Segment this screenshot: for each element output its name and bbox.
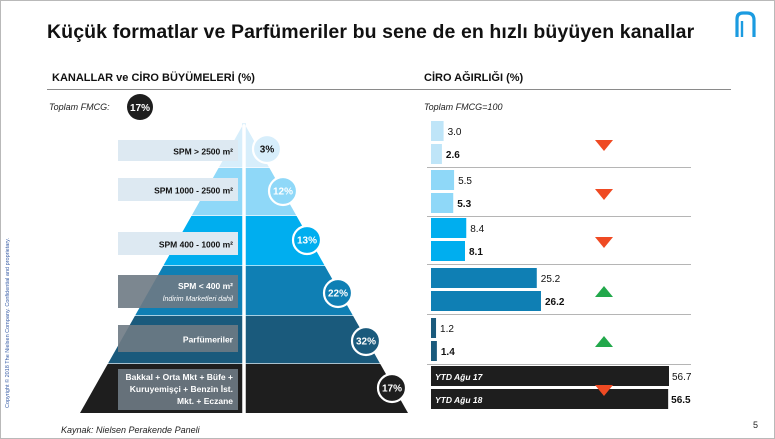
series-name-label: YTD Ağu 17 [435,372,484,382]
weight-value-label: 5.5 [458,176,472,187]
weight-bar [431,218,467,238]
weight-bar [431,144,442,164]
trend-up-icon [595,286,613,297]
weight-value-label: 8.4 [470,224,484,235]
weight-bar [431,170,455,190]
category-label: Kuruyemişçi + Benzin İst. [130,384,233,394]
category-label-box [118,232,238,255]
series-name-label: YTD Ağu 18 [435,395,483,405]
growth-label: 32% [356,337,376,348]
trend-down-icon [595,140,613,151]
growth-label: 22% [328,289,348,300]
trend-down-icon [595,237,613,248]
trend-down-icon [595,385,613,396]
weight-value-label: 8.1 [469,247,483,258]
weight-bar [431,268,537,288]
growth-circle [376,372,408,404]
nielsen-logo-icon [735,11,756,37]
category-label-box [118,369,238,410]
weight-bar [431,241,465,261]
page-number: 5 [753,420,759,430]
total-growth-badge [127,94,153,120]
growth-circle [291,224,323,256]
weight-bar [431,366,669,386]
weight-value-label: 5.3 [457,199,471,210]
growth-label: 3% [260,145,275,156]
growth-label: 13% [297,236,317,247]
total-growth-value: 17% [130,103,150,114]
growth-circle [267,175,299,207]
category-label: Mkt. + Eczane [177,396,233,406]
weight-value-label: 25.2 [541,274,561,285]
growth-circle [350,325,382,357]
category-label: Parfümeriler [183,335,234,345]
category-label: SPM 1000 - 2500 m² [154,186,233,196]
category-label-box [118,178,238,201]
left-header: KANALLAR ve CİRO BÜYÜMELERİ (%) [52,72,255,84]
weight-value-label: 1.2 [440,324,454,335]
weight-value-label: 1.4 [441,347,455,358]
pyramid-right-segment [245,316,380,364]
weight-value-label: 26.2 [545,297,565,308]
weight-bar [431,389,669,409]
pyramid-right-segment [245,266,353,316]
weight-bar [431,291,541,311]
source-note: Kaynak: Nielsen Perakende Paneli [61,425,200,435]
right-header: CİRO AĞIRLIĞI (%) [424,72,524,84]
weight-bar [431,318,437,338]
growth-label: 12% [273,187,293,198]
growth-circle [322,277,354,309]
slide-title: Küçük formatlar ve Parfümeriler bu sene … [47,21,695,43]
category-label-box [118,275,238,308]
header-divider [47,89,731,90]
total-weight-label: Toplam FMCG=100 [424,102,503,112]
category-label: SPM > 2500 m² [173,147,233,157]
category-label-box [118,140,238,161]
weight-value-label: 3.0 [448,127,462,138]
category-sublabel: İndirim Marketleri dahil [163,295,234,303]
weight-value-label: 56.7 [672,372,692,383]
weight-bar [431,341,437,361]
trend-up-icon [595,336,613,347]
category-label: SPM < 400 m² [178,281,233,291]
category-label-box [118,325,238,352]
category-label: SPM 400 - 1000 m² [159,240,233,250]
weight-bar [431,193,454,213]
weight-value-label: 56.5 [671,395,691,406]
total-label: Toplam FMCG: [49,102,110,112]
growth-label: 17% [382,384,402,395]
growth-circle [251,133,283,165]
weight-bar [431,121,444,141]
category-label: Bakkal + Orta Mkt + Büfe + [126,372,234,382]
trend-down-icon [595,189,613,200]
weight-value-label: 2.6 [446,150,460,161]
pyramid-right-segment [245,364,408,413]
